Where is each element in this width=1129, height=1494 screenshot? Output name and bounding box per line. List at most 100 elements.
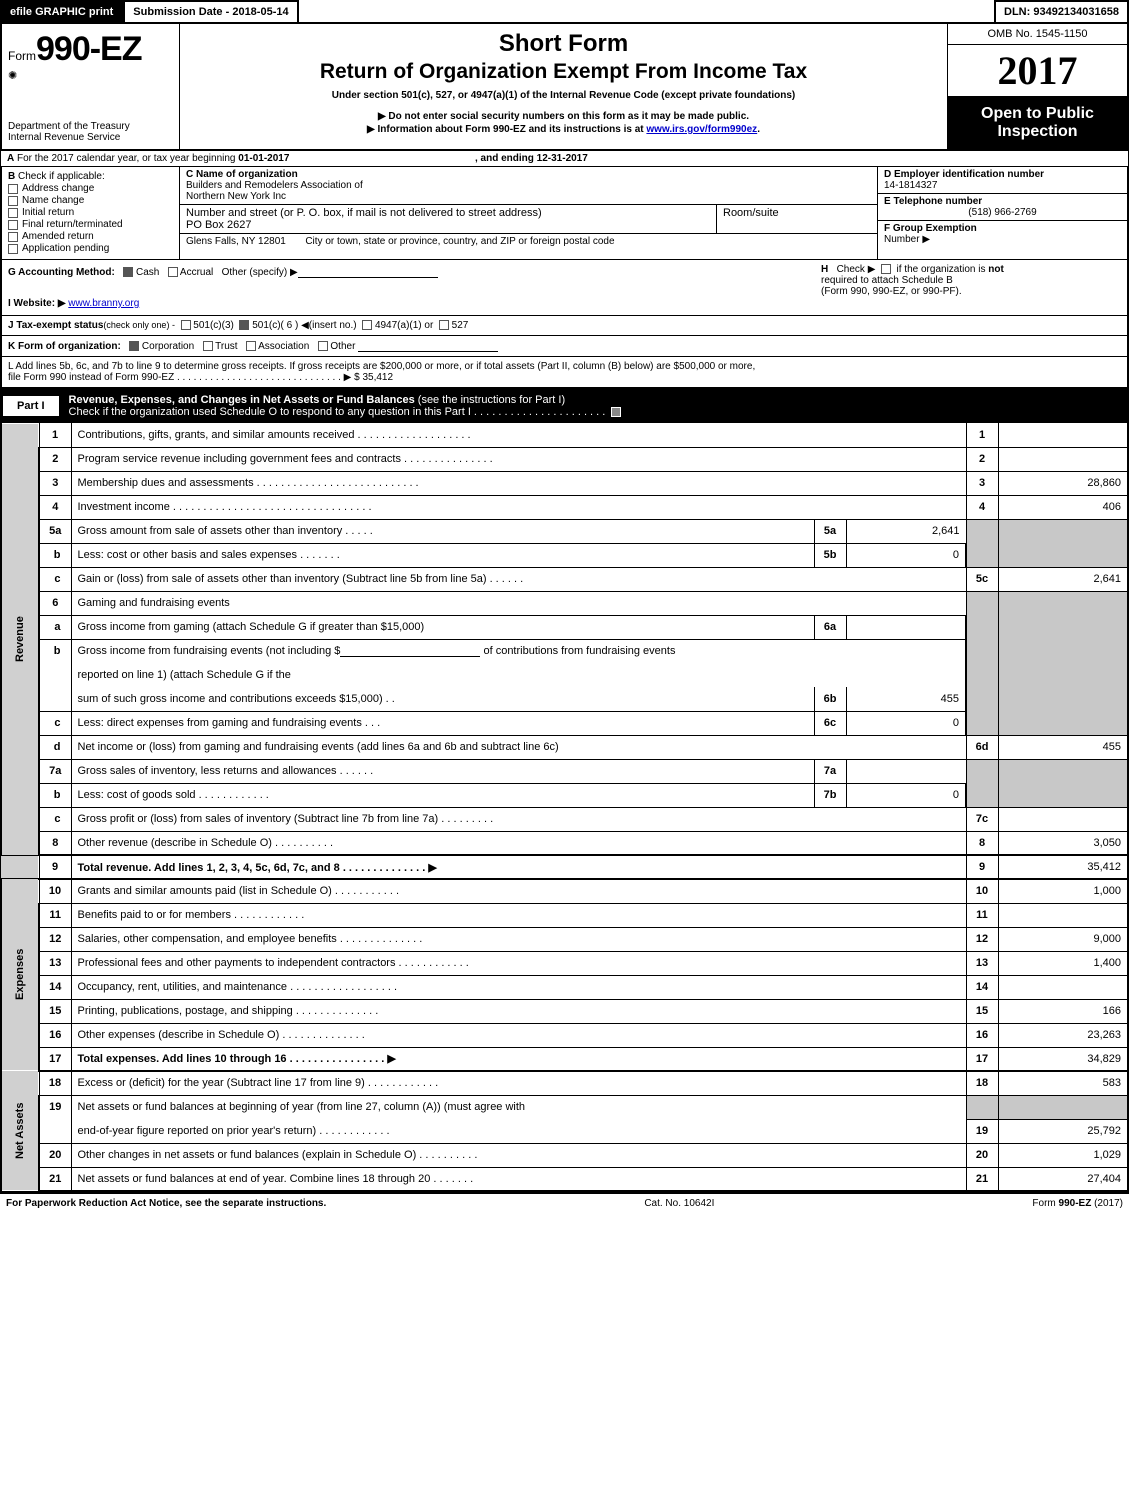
line-num: 20 bbox=[39, 1143, 71, 1167]
accounting-method: G Accounting Method: Cash Accrual Other … bbox=[8, 264, 821, 280]
part-title-text: Revenue, Expenses, and Changes in Net As… bbox=[69, 394, 415, 406]
line-amount: 3,050 bbox=[998, 831, 1128, 855]
chk-initial-return[interactable]: Initial return bbox=[8, 207, 173, 218]
inner-num: 6b bbox=[814, 687, 846, 711]
checkbox-icon[interactable] bbox=[246, 341, 256, 351]
line-amount: 27,404 bbox=[998, 1167, 1128, 1191]
line-7c: c Gross profit or (loss) from sales of i… bbox=[1, 807, 1128, 831]
line-6b-1: b Gross income from fundraising events (… bbox=[1, 639, 1128, 663]
line-19-1: 19 Net assets or fund balances at beginn… bbox=[1, 1095, 1128, 1119]
footer-form: 990-EZ bbox=[1059, 1198, 1092, 1209]
checkbox-icon[interactable] bbox=[168, 267, 178, 277]
checkbox-checked-icon[interactable] bbox=[123, 267, 133, 277]
line-2: 2 Program service revenue including gove… bbox=[1, 447, 1128, 471]
form-header: Form990-EZ ✺ Department of the Treasury … bbox=[0, 24, 1129, 149]
line-13: 13 Professional fees and other payments … bbox=[1, 951, 1128, 975]
b-text: Check if applicable: bbox=[18, 171, 105, 182]
l6b-blank[interactable] bbox=[340, 645, 480, 657]
org-name-2: Northern New York Inc bbox=[186, 191, 286, 202]
checkbox-icon[interactable] bbox=[362, 320, 372, 330]
line-desc: Membership dues and assessments . . . . … bbox=[71, 471, 966, 495]
chk-final-return-label: Final return/terminated bbox=[22, 219, 123, 230]
j-501c3: 501(c)(3) bbox=[193, 320, 234, 331]
line-ref: 16 bbox=[966, 1023, 998, 1047]
checkbox-checked-icon[interactable] bbox=[611, 407, 621, 417]
j-4947: 4947(a)(1) or bbox=[375, 320, 433, 331]
gray-cell bbox=[998, 759, 1128, 807]
line-num: 2 bbox=[39, 447, 71, 471]
submission-date-value: 2018-05-14 bbox=[232, 6, 288, 18]
line-amount: 2,641 bbox=[998, 567, 1128, 591]
inner-val: 0 bbox=[846, 783, 966, 807]
line-12: 12 Salaries, other compensation, and emp… bbox=[1, 927, 1128, 951]
chk-final-return[interactable]: Final return/terminated bbox=[8, 219, 173, 230]
line-6c: c Less: direct expenses from gaming and … bbox=[1, 711, 1128, 735]
line-num: 16 bbox=[39, 1023, 71, 1047]
line-ref: 13 bbox=[966, 951, 998, 975]
checkbox-checked-icon[interactable] bbox=[129, 341, 139, 351]
org-name-cell: C Name of organization Builders and Remo… bbox=[180, 167, 877, 205]
label-a: A bbox=[7, 153, 14, 164]
line-num: 5a bbox=[39, 519, 71, 543]
checkbox-checked-icon[interactable] bbox=[239, 320, 249, 330]
chk-application-pending[interactable]: Application pending bbox=[8, 243, 173, 254]
line-desc: Investment income . . . . . . . . . . . … bbox=[71, 495, 966, 519]
chk-address-change[interactable]: Address change bbox=[8, 183, 173, 194]
line-num: b bbox=[39, 543, 71, 567]
footer-center: Cat. No. 10642I bbox=[644, 1198, 714, 1209]
g-label: G Accounting Method: bbox=[8, 267, 115, 278]
line-num: 4 bbox=[39, 495, 71, 519]
line-9-desc: Total revenue. Add lines 1, 2, 3, 4, 5c,… bbox=[78, 862, 437, 874]
footer-right: Form 990-EZ (2017) bbox=[1032, 1198, 1123, 1209]
netassets-tab: Net Assets bbox=[1, 1071, 39, 1191]
line-num: 14 bbox=[39, 975, 71, 999]
submission-date: Submission Date - 2018-05-14 bbox=[123, 0, 298, 24]
other-specify-blank[interactable] bbox=[298, 266, 438, 278]
website-link[interactable]: www.branny.org bbox=[68, 298, 139, 309]
line-desc: Other changes in net assets or fund bala… bbox=[71, 1143, 966, 1167]
chk-name-change[interactable]: Name change bbox=[8, 195, 173, 206]
checkbox-icon[interactable] bbox=[203, 341, 213, 351]
topbar-spacer bbox=[299, 0, 994, 24]
tax-year: 2017 bbox=[948, 45, 1127, 97]
checkbox-icon[interactable] bbox=[881, 264, 891, 274]
note-info: ▶ Information about Form 990-EZ and its … bbox=[190, 124, 937, 135]
line-7b: b Less: cost of goods sold . . . . . . .… bbox=[1, 783, 1128, 807]
line-desc: Gross amount from sale of assets other t… bbox=[71, 519, 814, 543]
chk-application-pending-label: Application pending bbox=[22, 243, 109, 254]
k-other-blank[interactable] bbox=[358, 340, 498, 352]
dept-treasury: Department of the Treasury bbox=[8, 121, 173, 132]
note-info-post: . bbox=[757, 124, 760, 135]
line-15: 15 Printing, publications, postage, and … bbox=[1, 999, 1128, 1023]
line-num: 12 bbox=[39, 927, 71, 951]
line-amount: 9,000 bbox=[998, 927, 1128, 951]
line-16: 16 Other expenses (describe in Schedule … bbox=[1, 1023, 1128, 1047]
dln: DLN: 93492134031658 bbox=[994, 0, 1129, 24]
line-num: 13 bbox=[39, 951, 71, 975]
line-18: Net Assets 18 Excess or (deficit) for th… bbox=[1, 1071, 1128, 1095]
line-8: 8 Other revenue (describe in Schedule O)… bbox=[1, 831, 1128, 855]
part-check-text: Check if the organization used Schedule … bbox=[69, 406, 606, 418]
line-3: 3 Membership dues and assessments . . . … bbox=[1, 471, 1128, 495]
footer-right-pre: Form bbox=[1032, 1198, 1058, 1209]
checkbox-icon bbox=[8, 244, 18, 254]
irs-link[interactable]: www.irs.gov/form990ez bbox=[646, 124, 757, 135]
checkbox-icon[interactable] bbox=[181, 320, 191, 330]
line-amount: 28,860 bbox=[998, 471, 1128, 495]
i-label: I Website: ▶ bbox=[8, 298, 66, 309]
omb-number: OMB No. 1545-1150 bbox=[948, 24, 1127, 45]
line-6b-3: sum of such gross income and contributio… bbox=[1, 687, 1128, 711]
line-desc: Total expenses. Add lines 10 through 16 … bbox=[71, 1047, 966, 1071]
line-6: 6 Gaming and fundraising events bbox=[1, 591, 1128, 615]
line-num: 19 bbox=[39, 1095, 71, 1119]
ein-value: 14-1814327 bbox=[884, 180, 937, 191]
line-num: c bbox=[39, 711, 71, 735]
dln-label: DLN: bbox=[1004, 6, 1033, 18]
form-prefix: Form bbox=[8, 49, 36, 63]
chk-amended-return[interactable]: Amended return bbox=[8, 231, 173, 242]
line-num: 21 bbox=[39, 1167, 71, 1191]
group-exemption-cell: F Group Exemption Number ▶ bbox=[878, 221, 1127, 259]
checkbox-icon[interactable] bbox=[318, 341, 328, 351]
checkbox-icon[interactable] bbox=[439, 320, 449, 330]
gray-cell bbox=[998, 1095, 1128, 1119]
